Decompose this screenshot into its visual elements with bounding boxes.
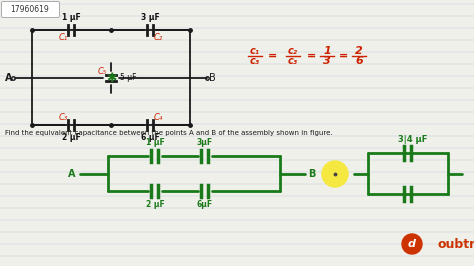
Text: =: = xyxy=(339,51,348,61)
Text: 3μF: 3μF xyxy=(197,138,213,147)
Text: C₃: C₃ xyxy=(58,113,68,122)
Text: 3|4 μF: 3|4 μF xyxy=(398,135,428,144)
Text: 3: 3 xyxy=(323,56,331,66)
Text: 1 μF: 1 μF xyxy=(62,13,81,22)
Text: 3 μF: 3 μF xyxy=(141,13,159,22)
Text: C₁: C₁ xyxy=(58,34,68,43)
Text: C₅: C₅ xyxy=(97,68,107,77)
Text: c₂: c₂ xyxy=(288,45,298,56)
Text: c₃: c₃ xyxy=(250,56,260,66)
Text: C₄: C₄ xyxy=(154,113,163,122)
Text: =: = xyxy=(307,51,317,61)
Text: d: d xyxy=(408,239,416,249)
Text: A: A xyxy=(67,169,75,179)
Circle shape xyxy=(322,161,348,187)
Text: ✱: ✱ xyxy=(106,72,116,85)
Text: oubtnut: oubtnut xyxy=(438,238,474,251)
Text: c₁: c₁ xyxy=(250,45,260,56)
Text: B: B xyxy=(308,169,315,179)
Text: A: A xyxy=(4,73,12,83)
Text: Find the equivalent capacitance between the points A and B of the assembly shown: Find the equivalent capacitance between … xyxy=(5,130,333,136)
Text: 6μF: 6μF xyxy=(197,200,213,209)
Text: B: B xyxy=(209,73,216,83)
Text: 17960619: 17960619 xyxy=(10,5,49,14)
Text: C₂: C₂ xyxy=(154,34,163,43)
Text: 1 μF: 1 μF xyxy=(146,138,164,147)
Text: 1: 1 xyxy=(323,45,331,56)
Text: 6: 6 xyxy=(355,56,363,66)
Text: 6 μF: 6 μF xyxy=(141,133,159,142)
FancyBboxPatch shape xyxy=(1,2,60,18)
Text: c₃: c₃ xyxy=(288,56,298,66)
Text: =: = xyxy=(268,51,278,61)
Text: 5 μF: 5 μF xyxy=(120,73,137,82)
Text: 2 μF: 2 μF xyxy=(62,133,81,142)
Text: 2: 2 xyxy=(355,45,363,56)
Circle shape xyxy=(402,234,422,254)
Text: 2 μF: 2 μF xyxy=(146,200,164,209)
